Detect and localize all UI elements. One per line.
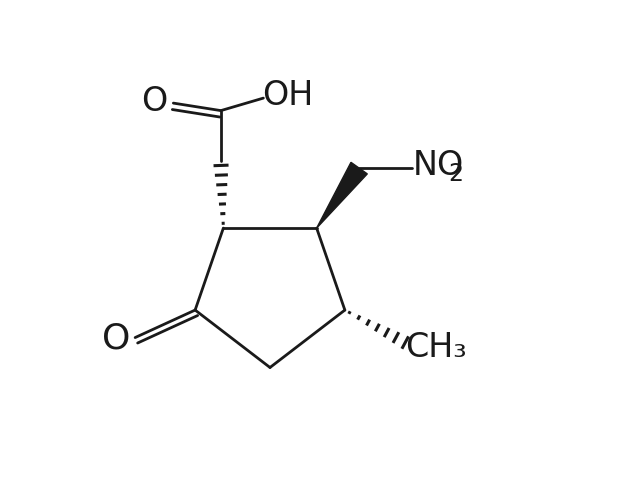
Text: OH: OH [262, 79, 313, 112]
Text: CH₃: CH₃ [405, 331, 467, 364]
Polygon shape [317, 162, 367, 228]
Text: 2: 2 [449, 162, 463, 186]
Text: O: O [141, 85, 168, 118]
Text: O: O [102, 322, 131, 356]
Text: NO: NO [413, 148, 464, 182]
